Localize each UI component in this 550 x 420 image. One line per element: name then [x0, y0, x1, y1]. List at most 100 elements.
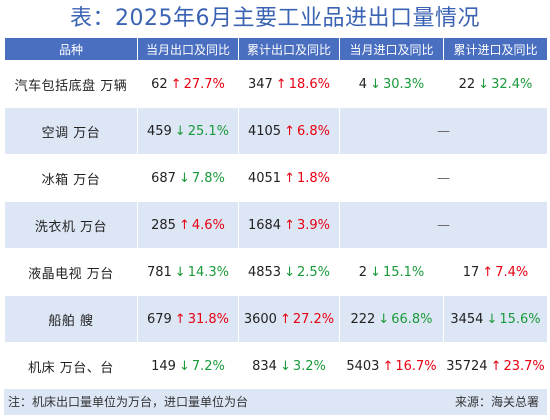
volume-value: 5403	[346, 358, 380, 374]
arrow-down-icon: ↓	[174, 123, 186, 139]
arrow-up-icon: ↑	[284, 217, 295, 233]
column-header: 累计出口及同比	[238, 37, 340, 61]
column-header: 品种	[4, 37, 138, 61]
value-cell: 459 ↓ 25.1%	[137, 107, 239, 155]
no-import-data: —	[339, 154, 548, 202]
volume-value: 459	[146, 123, 172, 139]
yoy-percent: 30.3%	[382, 76, 425, 92]
yoy-percent: 7.8%	[191, 170, 225, 186]
volume-value: 679	[146, 311, 172, 327]
value-cell: 1684 ↑ 3.9%	[238, 201, 340, 249]
product-name: 机床 万台、台	[4, 342, 138, 390]
table-body: 汽车包括底盘 万辆 62 ↑ 27.7% 347 ↑ 18.6% 4 ↓ 30.3% 22 ↓ 32.4…	[4, 60, 548, 390]
value-cell: 4051 ↑ 1.8%	[238, 154, 340, 202]
volume-value: 285	[151, 217, 176, 233]
volume-value: 2	[358, 264, 368, 280]
yoy-percent: 14.3%	[187, 264, 230, 280]
value-cell: 834 ↓ 3.2%	[238, 342, 340, 390]
table-row: 船舶 艘 679 ↑ 31.8% 3600 ↑ 27.2% 222 ↓ 66.8% 3454 ↓ 15.…	[4, 295, 548, 343]
volume-value: 347	[247, 76, 273, 92]
table-row: 机床 万台、台 149 ↓ 7.2% 834 ↓ 3.2% 5403 ↑ 16.7% 35724 ↑ 2…	[4, 342, 548, 390]
arrow-up-icon: ↑	[284, 170, 295, 186]
yoy-percent: 3.2%	[292, 358, 326, 374]
no-import-data: —	[339, 201, 548, 249]
volume-value: 834	[252, 358, 277, 374]
arrow-down-icon: ↓	[178, 170, 190, 186]
arrow-down-icon: ↓	[178, 358, 190, 374]
volume-value: 4	[358, 76, 368, 92]
yoy-percent: 15.1%	[382, 264, 425, 280]
product-name: 冰箱 万台	[4, 154, 138, 202]
arrow-down-icon: ↓	[284, 264, 295, 280]
yoy-percent: 66.8%	[391, 311, 433, 327]
value-cell: 17 ↑ 7.4%	[443, 248, 548, 296]
yoy-percent: 4.6%	[191, 217, 225, 233]
column-header: 累计进口及同比	[443, 37, 548, 61]
value-cell: 679 ↑ 31.8%	[137, 295, 239, 343]
volume-value: 222	[350, 311, 376, 327]
value-cell: 285 ↑ 4.6%	[137, 201, 239, 249]
page-title: 表：2025年6月主要工业品进出口量情况	[70, 6, 480, 31]
product-name: 空调 万台	[4, 107, 138, 155]
volume-value: 3600	[243, 311, 277, 327]
table-row: 洗衣机 万台 285 ↑ 4.6% 1684 ↑ 3.9% —	[4, 201, 548, 249]
arrow-down-icon: ↓	[279, 358, 291, 374]
value-cell: 4853 ↓ 2.5%	[238, 248, 340, 296]
arrow-up-icon: ↑	[174, 311, 186, 327]
yoy-percent: 1.8%	[296, 170, 331, 186]
table-row: 液晶电视 万台 781 ↓ 14.3% 4853 ↓ 2.5% 2 ↓ 15.1% 17 ↑ 7.4%	[4, 248, 548, 296]
footnote: 注：机床出口量单位为万台，进口量单位为台	[8, 395, 249, 409]
volume-value: 62	[151, 76, 168, 92]
volume-value: 3454	[450, 311, 484, 327]
yoy-percent: 2.5%	[296, 264, 331, 280]
table-row: 冰箱 万台 687 ↓ 7.8% 4051 ↑ 1.8% —	[4, 154, 548, 202]
arrow-down-icon: ↓	[378, 311, 390, 327]
volume-value: 17	[462, 264, 480, 280]
volume-value: 687	[151, 170, 176, 186]
yoy-percent: 32.4%	[491, 76, 533, 92]
arrow-up-icon: ↑	[490, 358, 502, 374]
arrow-up-icon: ↑	[178, 217, 190, 233]
value-cell: 781 ↓ 14.3%	[137, 248, 239, 296]
yoy-percent: 27.2%	[292, 311, 335, 327]
arrow-up-icon: ↑	[284, 123, 295, 139]
yoy-percent: 27.7%	[183, 76, 225, 92]
product-name: 液晶电视 万台	[4, 248, 138, 296]
yoy-percent: 25.1%	[187, 123, 230, 139]
product-name: 船舶 艘	[4, 295, 138, 343]
value-cell: 347 ↑ 18.6%	[238, 60, 340, 108]
volume-value: 35724	[446, 358, 488, 374]
value-cell: 4 ↓ 30.3%	[339, 60, 444, 108]
value-cell: 149 ↓ 7.2%	[137, 342, 239, 390]
yoy-percent: 31.8%	[187, 311, 230, 327]
value-cell: 62 ↑ 27.7%	[137, 60, 239, 108]
value-cell: 687 ↓ 7.8%	[137, 154, 239, 202]
arrow-down-icon: ↓	[370, 76, 381, 92]
value-cell: 22 ↓ 32.4%	[443, 60, 548, 108]
arrow-up-icon: ↑	[275, 76, 287, 92]
table-row: 空调 万台 459 ↓ 25.1% 4105 ↑ 6.8% —	[4, 107, 548, 155]
volume-value: 149	[151, 358, 176, 374]
column-header: 当月进口及同比	[339, 37, 444, 61]
arrow-up-icon: ↑	[279, 311, 291, 327]
trade-table: 品种 当月出口及同比 累计出口及同比 当月进口及同比 累计进口及同比 汽车包括底…	[4, 37, 548, 390]
arrow-up-icon: ↑	[382, 358, 394, 374]
no-import-data: —	[339, 107, 548, 155]
yoy-percent: 3.9%	[296, 217, 331, 233]
value-cell: 3600 ↑ 27.2%	[238, 295, 340, 343]
value-cell: 3454 ↓ 15.6%	[443, 295, 548, 343]
yoy-percent: 7.2%	[191, 358, 225, 374]
footer-bar: 注：机床出口量单位为万台，进口量单位为台 来源：海关总署	[4, 389, 547, 415]
header-row: 品种 当月出口及同比 累计出口及同比 当月进口及同比 累计进口及同比	[4, 37, 548, 61]
volume-value: 4105	[247, 123, 282, 139]
yoy-percent: 7.4%	[495, 264, 529, 280]
arrow-up-icon: ↑	[482, 264, 494, 280]
product-name: 洗衣机 万台	[4, 201, 138, 249]
yoy-percent: 6.8%	[296, 123, 331, 139]
yoy-percent: 23.7%	[503, 358, 545, 374]
value-cell: 4105 ↑ 6.8%	[238, 107, 340, 155]
yoy-percent: 15.6%	[499, 311, 541, 327]
volume-value: 1684	[247, 217, 282, 233]
volume-value: 4051	[247, 170, 282, 186]
value-cell: 2 ↓ 15.1%	[339, 248, 444, 296]
